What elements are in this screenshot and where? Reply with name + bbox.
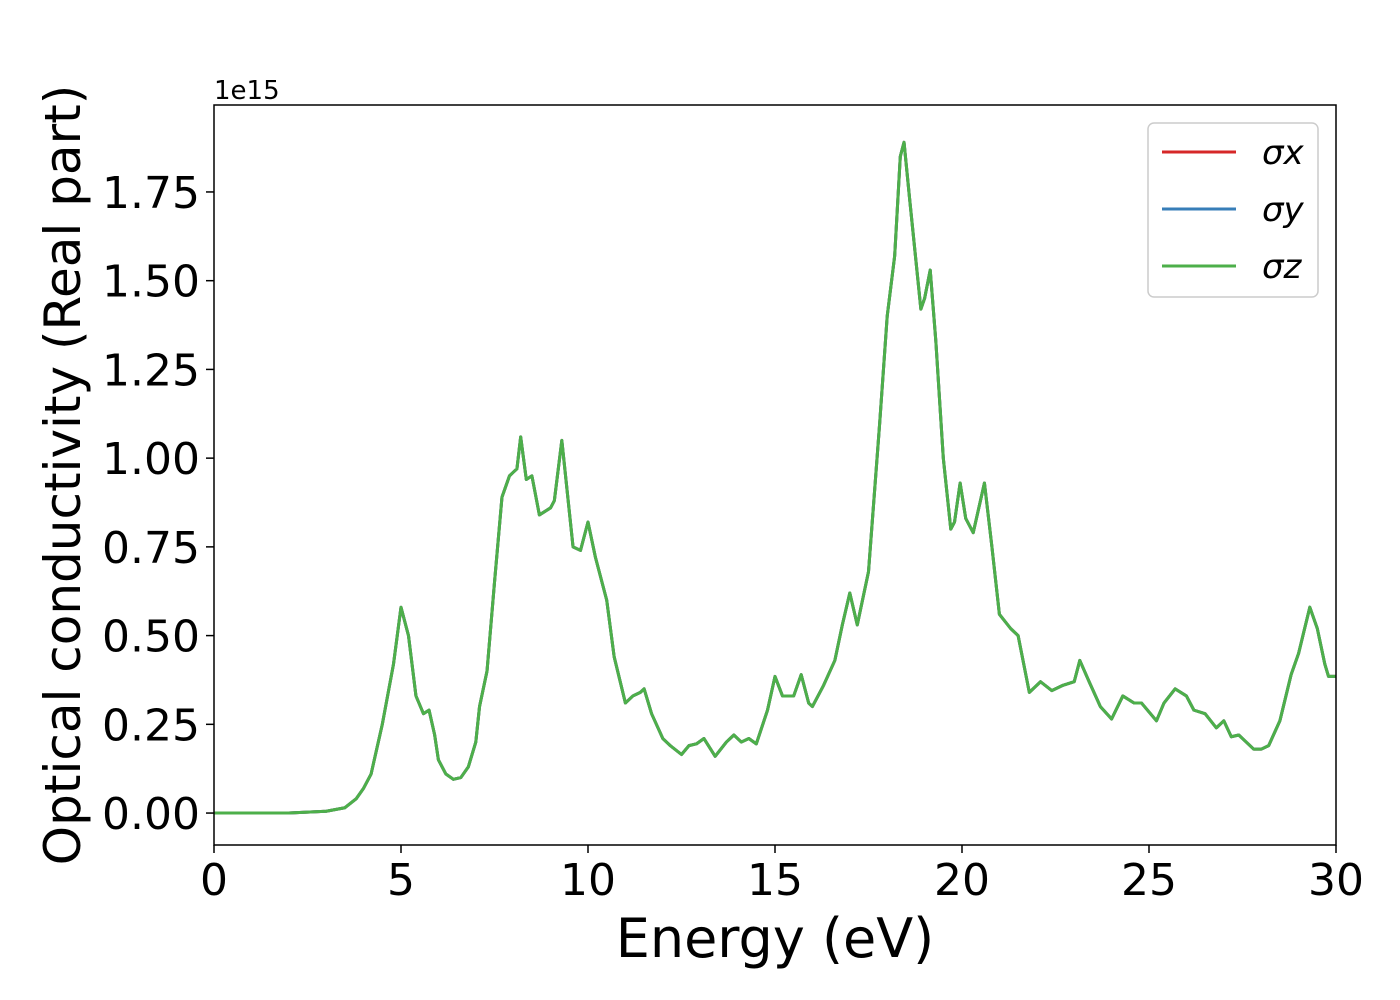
y-tick-label: 1.00 [102,434,200,485]
x-tick-label: 20 [934,855,990,906]
y-tick-label: 0.75 [102,523,200,574]
x-tick-label: 25 [1121,855,1177,906]
x-tick-label: 15 [747,855,803,906]
y-tick-label: 0.50 [102,612,200,663]
x-tick-label: 10 [560,855,616,906]
line-series [214,140,1336,815]
legend-label: σx [1262,133,1305,173]
x-axis-label: Energy (eV) [616,907,935,970]
y-offset-label: 1e15 [214,76,280,106]
y-tick-label: 1.25 [102,345,200,396]
y-axis-label: Optical conductivity (Real part) [34,85,92,866]
x-tick-label: 0 [200,855,228,906]
legend-label: σz [1262,247,1303,287]
y-tick-label: 1.75 [102,168,200,219]
y-tick-label: 0.00 [102,789,200,840]
x-tick-label: 30 [1308,855,1364,906]
legend-label: σy [1262,190,1305,230]
y-tick-label: 0.25 [102,700,200,751]
x-tick-label: 5 [387,855,415,906]
y-tick-label: 1.50 [102,257,200,308]
plot-frame [213,104,1337,846]
